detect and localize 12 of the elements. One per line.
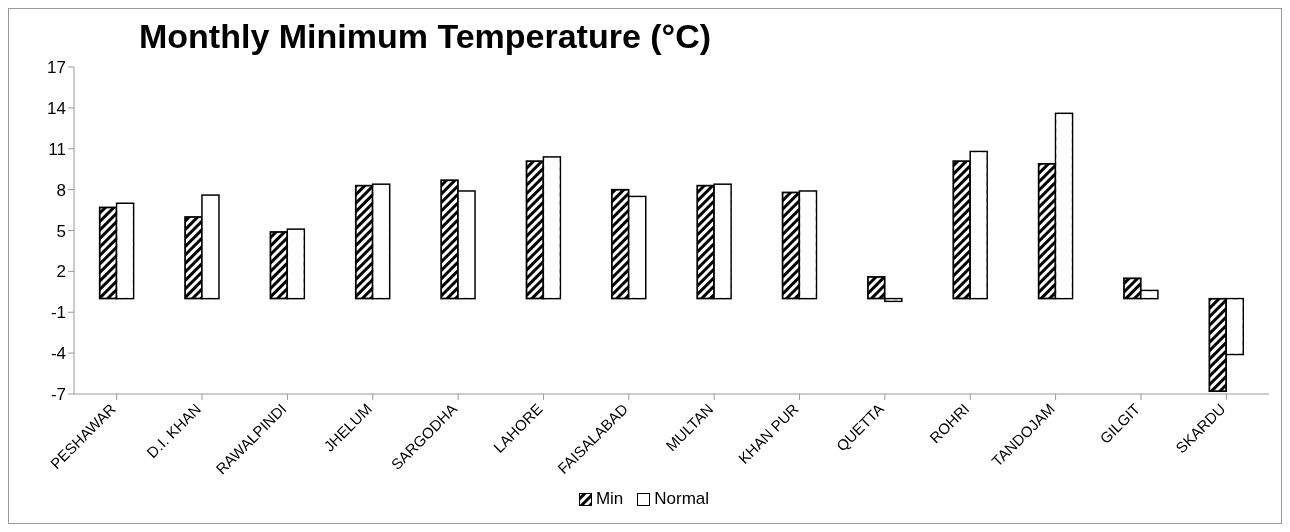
- y-tick-label: 11: [48, 139, 66, 159]
- legend-label: Min: [594, 489, 624, 509]
- y-tick-label: 2: [56, 262, 66, 282]
- y-tick-label: 14: [47, 98, 66, 118]
- y-tick-label: -1: [50, 303, 66, 323]
- y-tick-label: -4: [50, 344, 66, 364]
- y-tick-label: -7: [50, 385, 66, 405]
- y-tick-label: 5: [56, 221, 66, 241]
- y-tick-label: 17: [47, 58, 66, 78]
- chart-title: Monthly Minimum Temperature (°C): [139, 17, 712, 56]
- y-tick-label: 8: [56, 180, 66, 200]
- legend-label: Normal: [653, 489, 710, 509]
